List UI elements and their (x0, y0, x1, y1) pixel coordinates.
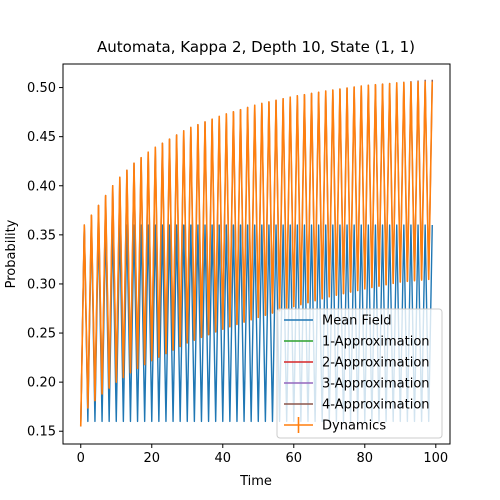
x-axis-label: Time (239, 474, 272, 489)
x-tick-label: 80 (357, 451, 374, 466)
axes-frame (62, 63, 451, 445)
y-axis-label: Probability (4, 219, 19, 288)
legend-label: 3-Approximation (322, 377, 430, 392)
legend-label: 4-Approximation (322, 398, 430, 413)
y-tick-label: 0.30 (27, 277, 56, 292)
x-tick-label: 20 (143, 451, 160, 466)
series-line-dynamics (79, 81, 434, 427)
x-tick-label: 0 (77, 451, 85, 466)
y-tick-label: 0.50 (27, 81, 56, 96)
x-tick-label: 40 (214, 451, 231, 466)
x-tick-label: 60 (286, 451, 303, 466)
legend: Mean Field 1-Approximation 2-Approximation… (276, 308, 443, 439)
chart-title: Automata, Kappa 2, Depth 10, State (1, 1… (97, 38, 415, 56)
x-tick-label: 100 (423, 451, 448, 466)
legend-box (276, 308, 443, 439)
legend-label: Dynamics (322, 419, 386, 434)
y-axis: 0.15 0.20 0.25 0.30 0.35 0.40 0.45 0.50 (27, 81, 63, 440)
x-axis: 0 20 40 60 80 100 (77, 444, 448, 466)
y-tick-label: 0.25 (27, 327, 56, 342)
legend-label: 1-Approximation (322, 335, 430, 350)
y-tick-label: 0.20 (27, 376, 56, 391)
y-tick-label: 0.35 (27, 228, 56, 243)
legend-label: Mean Field (322, 314, 392, 329)
legend-label: 2-Approximation (322, 356, 430, 371)
y-tick-label: 0.40 (27, 179, 56, 194)
y-tick-label: 0.15 (27, 425, 56, 440)
y-tick-label: 0.45 (27, 130, 56, 145)
